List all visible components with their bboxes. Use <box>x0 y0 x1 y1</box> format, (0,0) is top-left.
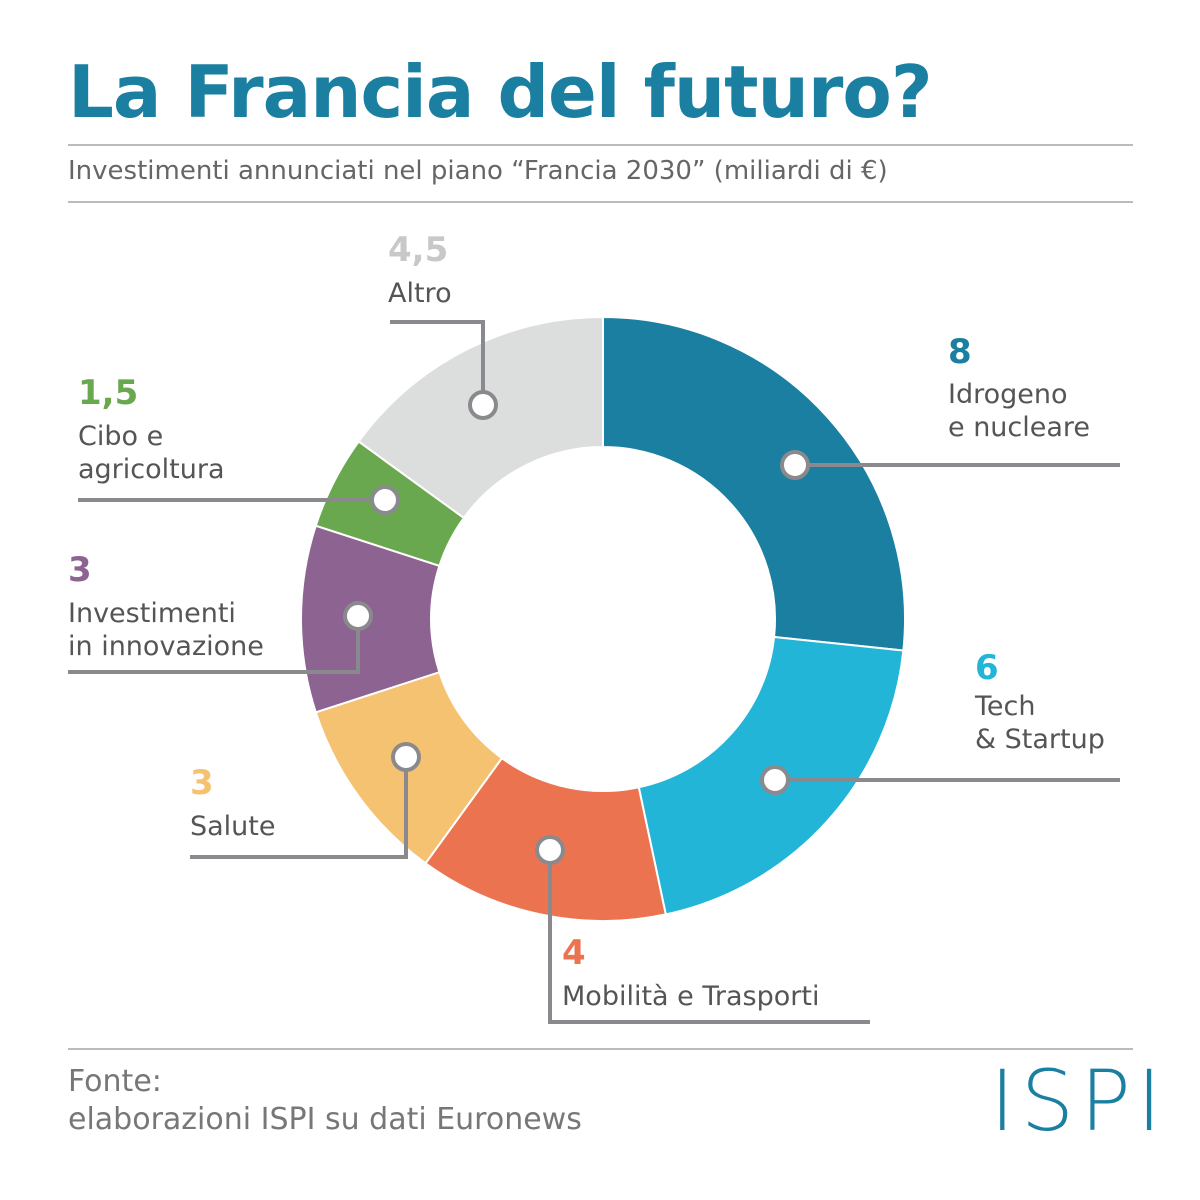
category-label: Tech & Startup <box>975 691 1105 755</box>
value-label: 3 <box>68 550 92 590</box>
category-label: Altro <box>388 278 452 309</box>
value-label: 1,5 <box>78 373 139 413</box>
leader-dot <box>468 390 498 420</box>
leader-line <box>548 850 870 1024</box>
category-label: Cibo e agricoltura <box>78 421 225 485</box>
donut <box>300 315 906 922</box>
value-label: 4,5 <box>388 230 449 270</box>
logo: ISPI <box>990 1052 1168 1150</box>
value-label: 6 <box>975 648 999 688</box>
chart-title: La Francia del futuro? <box>68 50 933 134</box>
leader-line <box>390 320 485 405</box>
leader-dot <box>370 485 400 515</box>
leader-dot <box>535 835 565 865</box>
category-label: Investimenti in innovazione <box>68 598 264 662</box>
leader-line <box>68 616 360 674</box>
category-label: Mobilità e Trasporti <box>562 981 820 1012</box>
category-label: Idrogeno e nucleare <box>948 379 1091 443</box>
leader-dot <box>780 450 810 480</box>
category-label: Salute <box>190 811 276 842</box>
source-label: Fonte: <box>68 1064 162 1099</box>
value-label: 3 <box>190 763 214 803</box>
leader-dot <box>343 601 373 631</box>
leader-dot <box>391 742 421 772</box>
source: elaborazioni ISPI su dati Euronews <box>68 1102 582 1137</box>
leader-dot <box>760 765 790 795</box>
leaders <box>68 320 1120 1024</box>
donut-slice <box>602 315 906 652</box>
value-label: 8 <box>948 332 972 372</box>
value-label: 4 <box>562 933 586 973</box>
leader-line <box>190 757 408 859</box>
subtitle: Investimenti annunciati nel piano “Franc… <box>68 156 888 186</box>
